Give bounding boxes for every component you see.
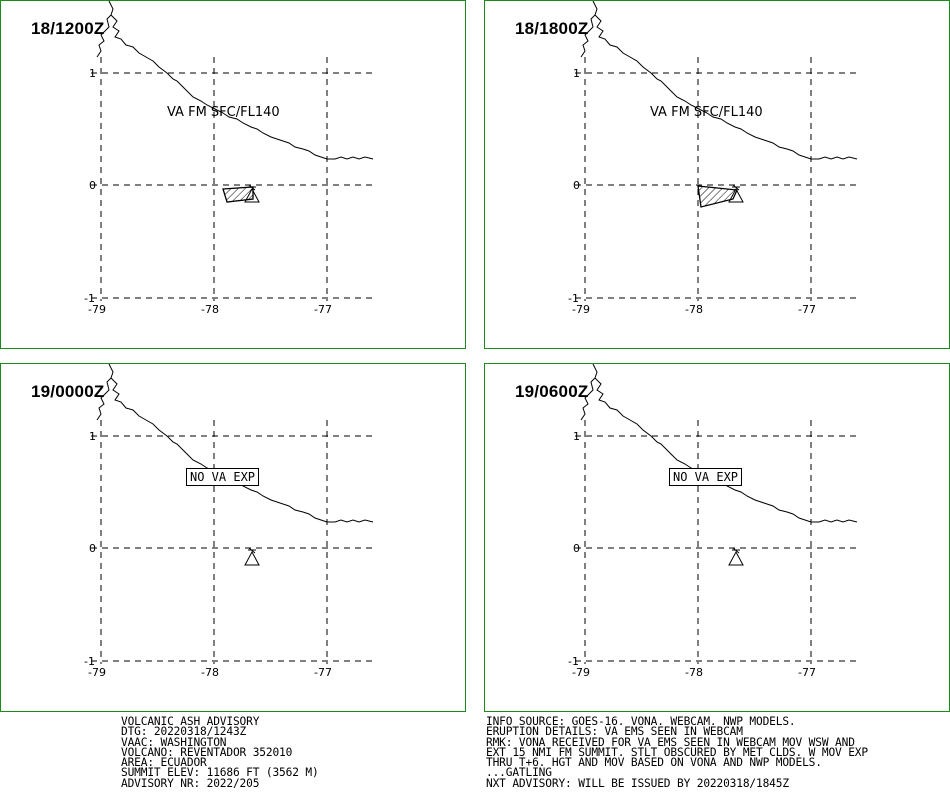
longitude-tick-label: -77	[798, 666, 816, 679]
panel-time-label: 18/1200Z	[31, 19, 105, 38]
coastline-fragment	[580, 377, 596, 421]
ash-height-label: VA FM SFC/FL140	[167, 105, 280, 120]
advisory-remarks-line: ERUPTION DETAILS: VA EMS SEEN IN WEBCAM	[486, 725, 743, 739]
longitude-tick-label: -77	[314, 666, 332, 679]
map-panel-1: 1 0 -1 -79 -78 -77 18/1200Z VA FM SFC/FL140	[0, 0, 466, 349]
latitude-tick-label: 1	[89, 430, 96, 443]
advisory-header-line: VAAC: WASHINGTON	[121, 735, 227, 749]
no-ash-label: NO VA EXP	[669, 468, 743, 486]
advisory-header-line: DTG: 20220318/1243Z	[121, 725, 247, 739]
advisory-header-text: VOLCANIC ASH ADVISORY DTG: 20220318/1243Z…	[121, 715, 319, 790]
advisory-header-line: VOLCANIC ASH ADVISORY	[121, 715, 260, 728]
coastline-fragment	[580, 14, 596, 58]
coastline	[592, 364, 858, 523]
latitude-tick-label: -1	[568, 655, 579, 668]
advisory-remarks-line: ...GATLING	[486, 766, 552, 780]
volcano-icon-mark	[732, 184, 740, 191]
advisory-header-line: AREA: ECUADOR	[121, 756, 207, 770]
map-panel-4: 1 0 -1 -79 -78 -77 19/0600Z NO VA EXP	[484, 363, 950, 712]
advisory-header-line: ADVISORY NR: 2022/205	[121, 776, 260, 790]
advisory-remarks-text: INFO SOURCE: GOES-16. VONA. WEBCAM. NWP …	[486, 715, 868, 790]
coastline	[108, 364, 374, 523]
map-canvas: 1 0 -1-79 -78 -77	[568, 1, 861, 316]
coastline-fragment	[96, 377, 112, 421]
latitude-tick-label: -1	[84, 655, 95, 668]
map-canvas: 1 0 -1-79 -78 -77	[568, 364, 861, 679]
map-panel-2: 1 0 -1 -79 -78 -77 18/1800Z VA FM SFC/FL140	[484, 0, 950, 349]
longitude-tick-label: -78	[201, 666, 219, 679]
latitude-tick-label: 0	[89, 542, 96, 555]
ash-cloud-polygon	[697, 185, 738, 208]
map-canvas: 1 0 -1-79 -78 -77	[84, 364, 377, 679]
volcano-icon	[728, 550, 744, 566]
coastline	[592, 1, 858, 160]
longitude-tick-label: -78	[201, 303, 219, 316]
map-panel-3: 1 0 -1 -79 -78 -77 19/0000Z NO VA EXP	[0, 363, 466, 712]
longitude-tick-label: -79	[572, 303, 590, 316]
latitude-tick-label: 1	[573, 67, 580, 80]
advisory-remarks-line: EXT 15 NMI FM SUMMIT. STLT OBSCURED BY M…	[486, 745, 868, 759]
longitude-tick-label: -79	[88, 303, 106, 316]
longitude-tick-label: -78	[685, 666, 703, 679]
advisory-remarks-line: NXT ADVISORY: WILL BE ISSUED BY 20220318…	[486, 776, 789, 790]
ash-cloud-polygon	[222, 186, 254, 203]
latitude-tick-label: -1	[568, 292, 579, 305]
volcano-icon-mark	[248, 547, 256, 554]
advisory-remarks-line: THRU T+6. HGT AND MOV BASED ON VONA AND …	[486, 756, 822, 770]
longitude-tick-label: -78	[685, 303, 703, 316]
advisory-remarks-line: RMK: VONA RECEIVED FOR VA EMS SEEN IN WE…	[486, 735, 855, 749]
longitude-tick-label: -79	[572, 666, 590, 679]
panel-time-label: 19/0600Z	[515, 382, 589, 401]
coastline	[108, 1, 374, 160]
latitude-tick-label: -1	[84, 292, 95, 305]
latitude-tick-label: 1	[573, 430, 580, 443]
latitude-tick-label: 0	[573, 542, 580, 555]
advisory-remarks-line: INFO SOURCE: GOES-16. VONA. WEBCAM. NWP …	[486, 715, 796, 728]
panel-time-label: 18/1800Z	[515, 19, 589, 38]
advisory-header-line: VOLCANO: REVENTADOR 352010	[121, 745, 293, 759]
volcano-icon-mark	[732, 547, 740, 554]
no-ash-label: NO VA EXP	[186, 468, 260, 486]
volcano-icon	[244, 550, 260, 566]
advisory-header-line: SUMMIT ELEV: 11686 FT (3562 M)	[121, 766, 319, 780]
longitude-tick-label: -77	[314, 303, 332, 316]
latitude-tick-label: 1	[89, 67, 96, 80]
coastline-fragment	[96, 14, 112, 58]
map-canvas: 1 0 -1-79 -78 -77	[84, 1, 377, 316]
longitude-tick-label: -77	[798, 303, 816, 316]
longitude-tick-label: -79	[88, 666, 106, 679]
panel-time-label: 19/0000Z	[31, 382, 105, 401]
latitude-tick-label: 0	[573, 179, 580, 192]
ash-height-label: VA FM SFC/FL140	[650, 105, 763, 120]
latitude-tick-label: 0	[89, 179, 96, 192]
